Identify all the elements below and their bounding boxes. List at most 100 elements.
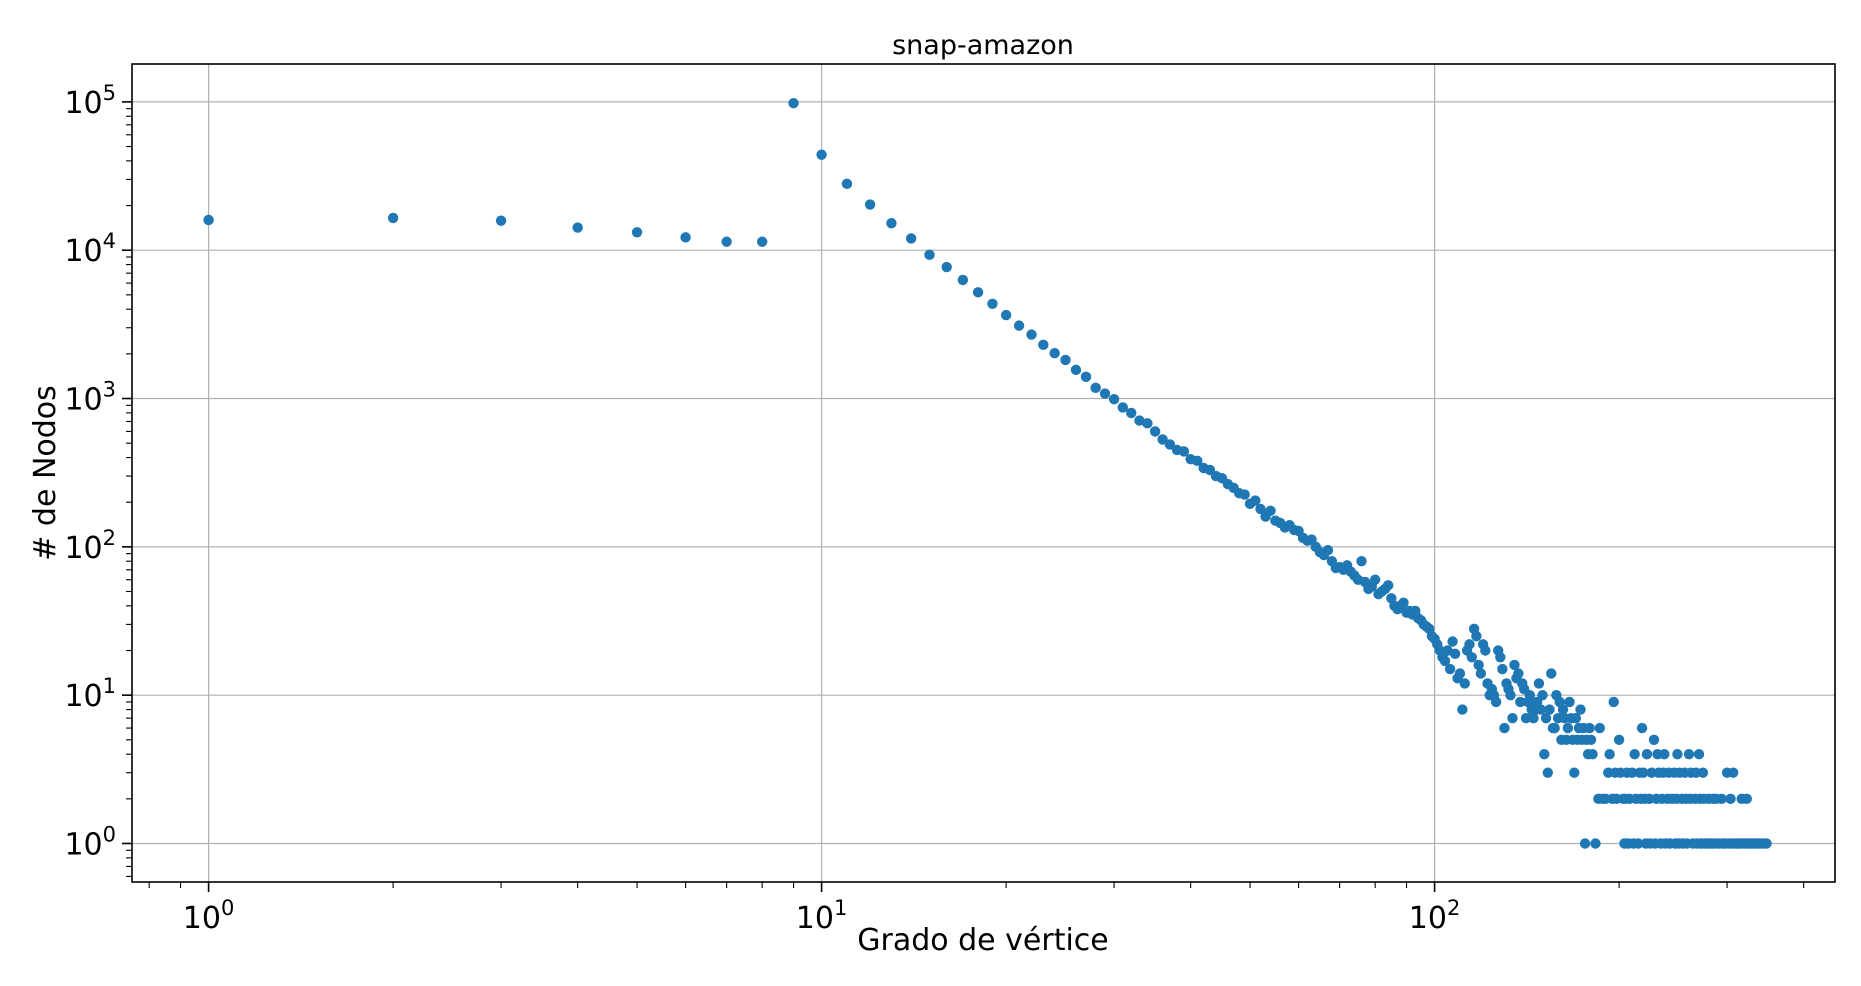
scatter-point <box>1564 696 1575 708</box>
scatter-point <box>841 178 853 190</box>
grid-lines <box>132 64 1835 882</box>
scatter-point <box>1648 734 1660 746</box>
scatter-point <box>886 218 897 229</box>
scatter-point <box>387 212 399 224</box>
scatter-point <box>1157 434 1168 445</box>
scatter-point <box>1537 689 1548 701</box>
scatter-point <box>905 233 917 244</box>
scatter-point <box>203 214 214 226</box>
scatter-point <box>1515 696 1526 708</box>
scatter-point <box>1449 648 1461 660</box>
y-tick-label: 103 <box>64 378 116 418</box>
scatter-point <box>1466 652 1477 663</box>
scatter-point <box>1080 371 1092 383</box>
scatter-point <box>1265 505 1276 516</box>
scatter-point <box>1513 668 1524 679</box>
scatter-point <box>572 222 583 233</box>
scatter-point <box>1533 678 1545 689</box>
y-tick-label: 105 <box>64 81 116 121</box>
scatter-point <box>1604 748 1615 760</box>
scatter-point <box>1509 659 1520 671</box>
x-tick-label: 100 <box>183 896 235 936</box>
scatter-point <box>1457 704 1468 715</box>
scatter-point <box>957 274 969 286</box>
scatter-point <box>1454 668 1466 679</box>
scatter-point <box>1638 767 1649 778</box>
scatter-point <box>1060 354 1071 366</box>
scatter-point <box>1459 678 1470 689</box>
scatter-point <box>1444 663 1456 675</box>
scatter-point <box>1539 748 1550 760</box>
scatter-point <box>756 236 768 247</box>
scatter-point <box>1633 838 1644 849</box>
scatter-point <box>1026 329 1037 340</box>
scatter-point <box>1149 426 1161 437</box>
scatter-point <box>495 215 507 226</box>
scatter-point <box>972 287 984 298</box>
scatter-point <box>1134 415 1145 426</box>
scatter-point <box>1490 696 1502 708</box>
scatter-point <box>1672 748 1683 760</box>
x-tick-label: 101 <box>796 896 848 936</box>
scatter-point <box>1570 712 1582 724</box>
scatter-point <box>1613 734 1625 746</box>
scatter-point <box>1049 348 1060 359</box>
scatter-point <box>1255 503 1266 515</box>
scatter-point <box>1126 407 1137 419</box>
x-axis-label: Grado de vértice <box>857 923 1109 958</box>
scatter-point <box>1070 364 1082 376</box>
scatter-point <box>1528 712 1539 724</box>
y-tick-label: 102 <box>64 526 116 566</box>
scatter-point <box>1164 439 1176 450</box>
scatter-point <box>1117 402 1128 413</box>
scatter-point <box>1038 339 1049 351</box>
scatter-point <box>1585 734 1597 746</box>
scatter-point <box>1741 793 1752 805</box>
scatter-point <box>1356 556 1367 567</box>
scatter-point <box>864 199 876 210</box>
y-tick-label: 100 <box>64 822 116 862</box>
scatter-point <box>1398 597 1409 608</box>
scatter-point <box>1725 793 1736 805</box>
scatter-point <box>1594 722 1605 734</box>
scatter-point <box>1505 689 1516 701</box>
scatter-point <box>941 261 952 273</box>
scatter-point <box>1584 722 1595 734</box>
scatter-point <box>1473 659 1484 671</box>
scatter-point <box>1013 320 1025 331</box>
scatter-point <box>1544 704 1555 715</box>
scatter-point <box>1697 767 1709 778</box>
scatter-point <box>1499 722 1510 734</box>
scatter-point <box>1250 495 1261 506</box>
scatter-point <box>1587 748 1598 760</box>
scatter-point <box>1000 309 1012 321</box>
scatter-point <box>1090 382 1101 394</box>
x-tick-label: 102 <box>1409 896 1461 936</box>
scatter-point <box>1716 793 1727 805</box>
scatter-point <box>1520 712 1532 724</box>
scatter-point <box>924 249 935 261</box>
scatter-point <box>680 232 691 243</box>
scatter-point <box>1507 712 1518 724</box>
scatter-point <box>1546 668 1557 679</box>
scatter-point <box>1099 388 1111 399</box>
scatter-point <box>1728 767 1739 778</box>
scatter-point <box>1575 704 1586 715</box>
scatter-point <box>631 227 643 238</box>
scatter-point <box>1192 455 1203 467</box>
scatter-point <box>1629 748 1640 760</box>
scatter-point <box>987 298 998 310</box>
scatter-point <box>1178 446 1190 457</box>
scatter-point <box>1108 393 1120 405</box>
scatter-point <box>1569 767 1580 778</box>
scatter-point <box>1549 722 1560 734</box>
scatter-point <box>1659 748 1670 760</box>
scatter-point <box>1322 544 1334 556</box>
scatter-point <box>721 236 732 247</box>
chart-title: snap-amazon <box>892 30 1074 61</box>
scatter-point <box>1142 418 1153 429</box>
scatter-point <box>1562 722 1574 734</box>
scatter-point <box>1480 645 1491 656</box>
scatter-point <box>1693 748 1705 760</box>
